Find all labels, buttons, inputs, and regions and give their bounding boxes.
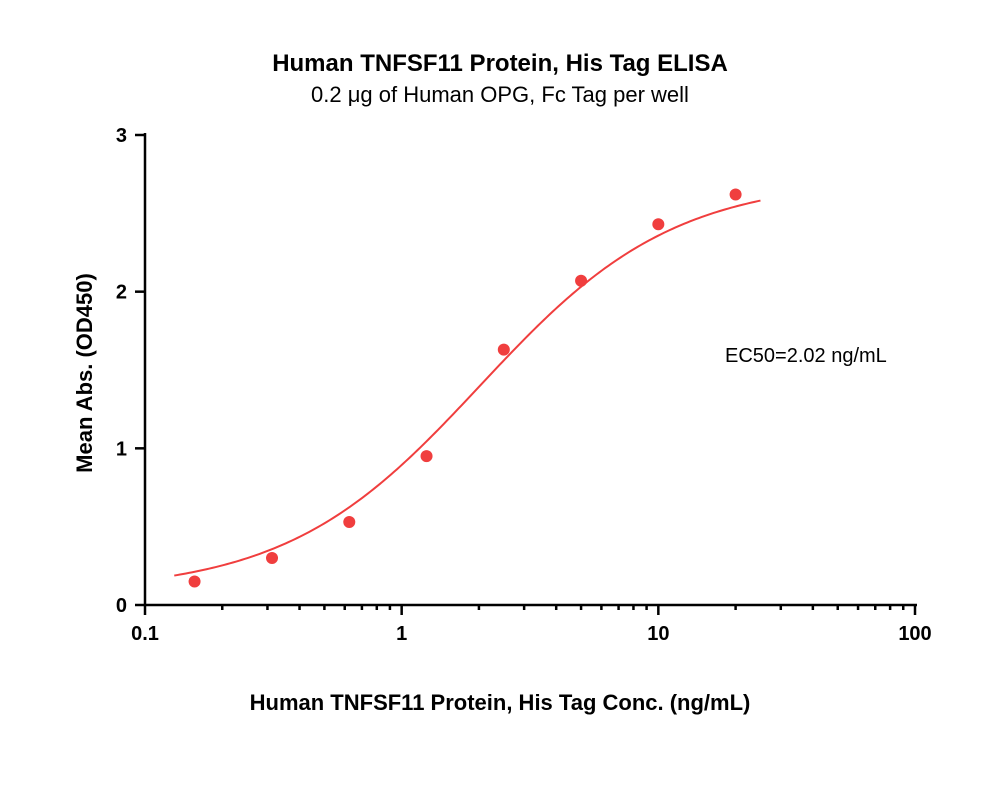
svg-text:1: 1	[116, 438, 127, 460]
svg-text:100: 100	[898, 623, 931, 645]
svg-text:1: 1	[396, 623, 407, 645]
chart-svg: 0 1 2 3 0.1 1 10 100	[0, 0, 1000, 791]
svg-text:0: 0	[116, 595, 127, 617]
chart-container: Human TNFSF11 Protein, His Tag ELISA 0.2…	[0, 0, 1000, 791]
svg-text:3: 3	[116, 125, 127, 147]
svg-text:2: 2	[116, 282, 127, 304]
svg-text:0.1: 0.1	[131, 623, 159, 645]
svg-text:10: 10	[647, 623, 669, 645]
